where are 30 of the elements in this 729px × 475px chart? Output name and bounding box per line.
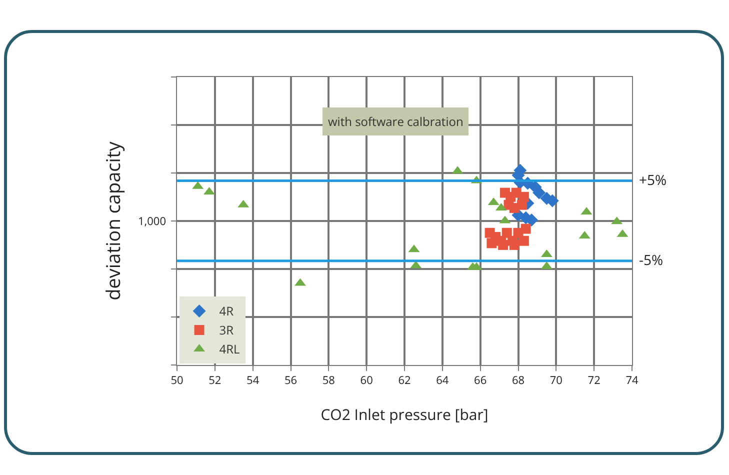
point [532,186,546,200]
x-tick-label: 72 [588,373,600,388]
point [498,240,508,250]
x-tick-label: 50 [170,373,184,388]
x-tick-label: 58 [322,373,335,388]
x-tick-label: 56 [284,373,298,388]
x-axis-title: CO2 Inlet pressure [bar] [320,405,488,425]
point [509,240,520,250]
y-axis-title: deviation capacity [100,141,126,300]
point [518,236,529,246]
legend-label: 4R [219,302,234,320]
x-tick-label: 62 [398,373,411,388]
legend-label: 3R [219,322,234,339]
x-tick-label: 60 [360,373,373,388]
x-tick-label: 74 [626,373,639,388]
text: -5% [639,251,664,270]
x-tick-label: 52 [208,373,222,388]
legend-label: 4RL [219,340,240,358]
x-tick-label: 64 [436,373,450,388]
text: with software calbration [328,113,464,130]
point [520,224,531,234]
x-tick-label: 66 [474,373,487,388]
point [517,200,528,210]
x-tick-label: 68 [512,373,525,388]
point [502,228,512,238]
x-tick-label: 70 [550,373,562,388]
point [486,238,497,248]
x-tick-label: 54 [246,373,260,388]
text: 1,000 [138,214,166,229]
text: +5% [639,171,667,190]
